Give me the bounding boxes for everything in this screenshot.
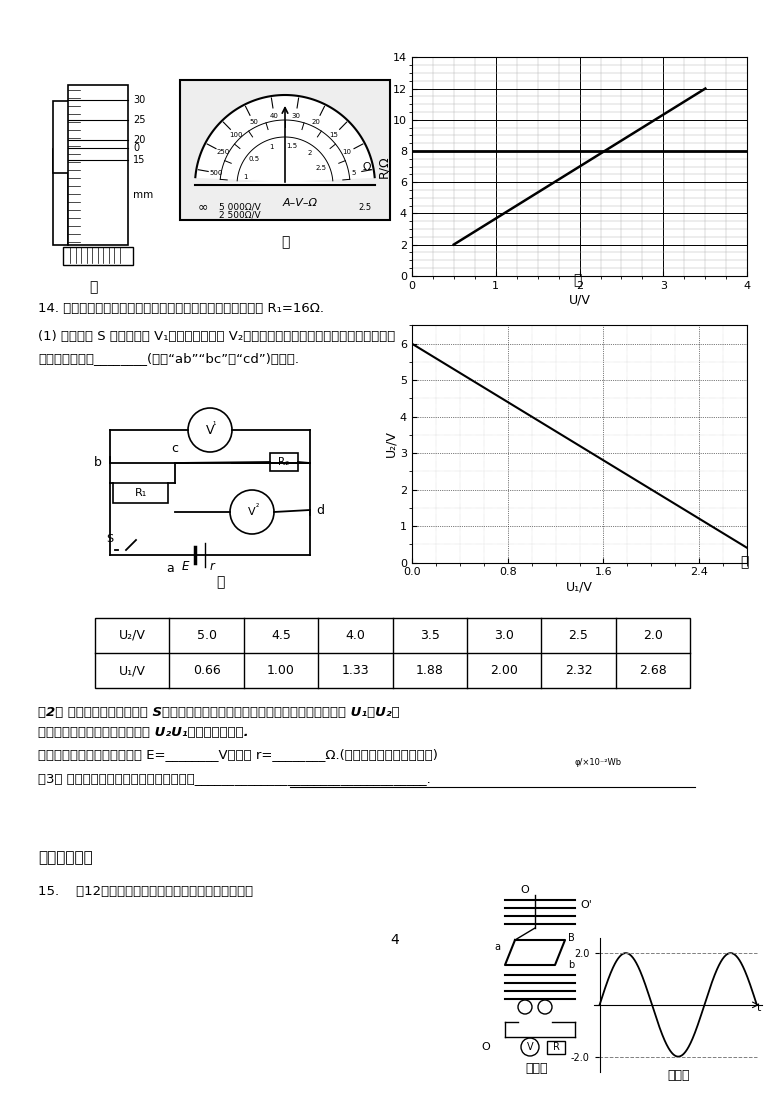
Text: U₁/V: U₁/V bbox=[119, 664, 146, 677]
Text: 40: 40 bbox=[270, 113, 278, 119]
Text: B: B bbox=[568, 933, 575, 943]
Y-axis label: R/Ω: R/Ω bbox=[377, 156, 390, 178]
Text: φ/×10⁻²Wb: φ/×10⁻²Wb bbox=[574, 758, 622, 767]
Text: 25: 25 bbox=[133, 115, 146, 125]
Bar bbox=[53, 149, 68, 245]
Text: b: b bbox=[568, 960, 574, 970]
Text: 1.88: 1.88 bbox=[416, 664, 444, 677]
Bar bbox=[53, 101, 88, 173]
Text: b: b bbox=[94, 457, 102, 470]
Text: 0.66: 0.66 bbox=[193, 664, 221, 677]
Text: t: t bbox=[757, 1004, 761, 1014]
Bar bbox=[180, 81, 390, 219]
Text: 15: 15 bbox=[330, 132, 339, 138]
Text: ∞: ∞ bbox=[198, 201, 208, 214]
Text: 2.0: 2.0 bbox=[643, 629, 663, 642]
Text: 如表所示，根据表中数据作出的 U₂U₁图像如图乙所示.: 如表所示，根据表中数据作出的 U₂U₁图像如图乙所示. bbox=[38, 726, 249, 739]
Text: 1.5: 1.5 bbox=[286, 142, 297, 149]
Text: 1.33: 1.33 bbox=[342, 664, 369, 677]
Text: 4.0: 4.0 bbox=[346, 629, 365, 642]
Text: 250: 250 bbox=[216, 149, 229, 156]
Text: 3.5: 3.5 bbox=[420, 629, 440, 642]
Text: a: a bbox=[494, 942, 500, 952]
Text: V: V bbox=[206, 424, 215, 437]
Text: 0: 0 bbox=[133, 143, 139, 153]
Text: 1: 1 bbox=[243, 173, 248, 180]
Text: O: O bbox=[481, 1042, 490, 1052]
Bar bbox=[68, 85, 128, 245]
Text: 4.5: 4.5 bbox=[271, 629, 291, 642]
Text: ₂: ₂ bbox=[256, 500, 259, 508]
Y-axis label: U₂/V: U₂/V bbox=[384, 430, 397, 458]
Text: ₁: ₁ bbox=[212, 418, 215, 427]
Text: 10: 10 bbox=[342, 149, 352, 156]
Text: (1) 闭合开关 S 后，电压表 V₁无示数，电压表 V₂有示数，经检查发现电路中存在断路故障，: (1) 闭合开关 S 后，电压表 V₁无示数，电压表 V₂有示数，经检查发现电路… bbox=[38, 330, 395, 343]
Text: R₁: R₁ bbox=[134, 488, 147, 497]
Text: 由上述图像可知，电源电动势 E=________V，内阱 r=________Ω.(结果均保留两位有效数字): 由上述图像可知，电源电动势 E=________V，内阱 r=________Ω… bbox=[38, 748, 438, 761]
Text: 1.00: 1.00 bbox=[267, 664, 295, 677]
Text: V: V bbox=[526, 1042, 534, 1052]
Text: 3.0: 3.0 bbox=[494, 629, 514, 642]
Text: Ω: Ω bbox=[363, 162, 371, 172]
Text: 5 000Ω/V: 5 000Ω/V bbox=[219, 203, 261, 212]
Text: 2.68: 2.68 bbox=[639, 664, 667, 677]
X-axis label: U₁/V: U₁/V bbox=[566, 580, 593, 593]
Text: 30: 30 bbox=[291, 113, 300, 119]
Bar bbox=[113, 483, 168, 503]
Bar bbox=[547, 1041, 565, 1054]
Text: A–V–Ω: A–V–Ω bbox=[282, 199, 317, 208]
Text: 500: 500 bbox=[209, 170, 223, 175]
Text: 15.    （12分）图（甲）为小型旋转电枢式交流发电机: 15. （12分）图（甲）为小型旋转电枢式交流发电机 bbox=[38, 885, 254, 898]
Text: （2） 排除故障后，闭合开关 S，调节滑动变阵器的阻値，记录两电压表的多组示数 U₁、U₂，: （2） 排除故障后，闭合开关 S，调节滑动变阵器的阻値，记录两电压表的多组示数 … bbox=[38, 706, 399, 719]
Text: 乙: 乙 bbox=[741, 555, 749, 569]
Text: 20: 20 bbox=[133, 135, 145, 144]
Bar bbox=[63, 247, 133, 265]
Text: 5: 5 bbox=[352, 170, 356, 175]
Text: 5.0: 5.0 bbox=[197, 629, 217, 642]
Text: U₂/V: U₂/V bbox=[119, 629, 146, 642]
Polygon shape bbox=[195, 95, 374, 185]
Text: 2.00: 2.00 bbox=[490, 664, 518, 677]
Text: R₂: R₂ bbox=[278, 457, 289, 467]
Text: E: E bbox=[181, 560, 189, 572]
Text: 30: 30 bbox=[133, 95, 145, 105]
Text: r: r bbox=[210, 560, 215, 572]
Text: 4: 4 bbox=[391, 933, 399, 947]
Text: d: d bbox=[316, 503, 324, 516]
Text: R: R bbox=[552, 1042, 559, 1052]
Text: V: V bbox=[248, 507, 256, 517]
Text: S: S bbox=[106, 534, 113, 544]
Text: （甲）: （甲） bbox=[526, 1062, 548, 1075]
Text: 甲: 甲 bbox=[89, 280, 98, 295]
Text: 乙: 乙 bbox=[281, 235, 289, 249]
Text: 1: 1 bbox=[269, 144, 274, 150]
Text: 15: 15 bbox=[133, 156, 145, 165]
Text: 甲: 甲 bbox=[216, 575, 224, 589]
Text: 2.5: 2.5 bbox=[316, 165, 327, 171]
Text: 100: 100 bbox=[229, 132, 243, 138]
Text: 2.5: 2.5 bbox=[569, 629, 588, 642]
Text: 50: 50 bbox=[249, 119, 258, 126]
Text: O': O' bbox=[580, 900, 592, 910]
Text: 20: 20 bbox=[312, 119, 321, 126]
Text: 14. 用如图甲所示的电路测量电源的电动势和内阱，定值电阵 R₁=16Ω.: 14. 用如图甲所示的电路测量电源的电动势和内阱，定值电阵 R₁=16Ω. bbox=[38, 302, 324, 315]
Text: 2: 2 bbox=[307, 150, 312, 157]
Text: 则该故障可能在________(选填“ab”“bc”或“cd”)两点间.: 则该故障可能在________(选填“ab”“bc”或“cd”)两点间. bbox=[38, 352, 299, 365]
Text: 丙: 丙 bbox=[573, 274, 581, 288]
Text: 2.5: 2.5 bbox=[359, 203, 371, 212]
Text: （乙）: （乙） bbox=[668, 1069, 690, 1082]
Text: 0.5: 0.5 bbox=[249, 157, 260, 162]
Text: （3） 实验中，产生系统误差的主要原因是___________________________________.: （3） 实验中，产生系统误差的主要原因是____________________… bbox=[38, 772, 431, 785]
Text: O: O bbox=[520, 885, 530, 895]
Text: 2.32: 2.32 bbox=[565, 664, 592, 677]
Text: 三、计算题：: 三、计算题： bbox=[38, 850, 93, 865]
Text: 2 500Ω/V: 2 500Ω/V bbox=[219, 211, 261, 219]
Text: c: c bbox=[172, 442, 179, 456]
Text: a: a bbox=[166, 563, 174, 575]
X-axis label: U/V: U/V bbox=[569, 293, 590, 307]
Bar bbox=[95, 618, 690, 688]
Text: mm: mm bbox=[133, 190, 153, 200]
Bar bbox=[270, 453, 298, 471]
